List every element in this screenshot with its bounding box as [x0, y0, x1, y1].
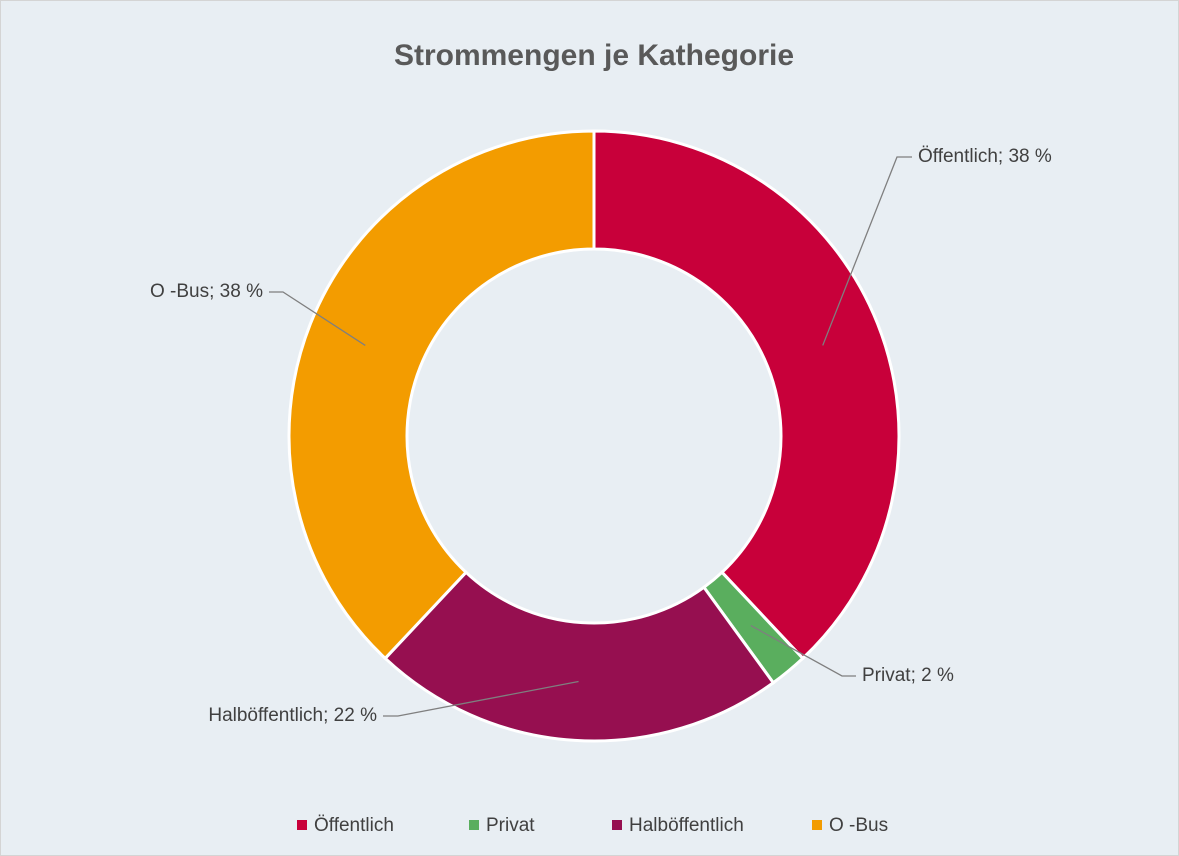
legend-label: Öffentlich: [314, 815, 394, 836]
legend-marker: [469, 820, 479, 830]
leader-line: [383, 680, 579, 717]
data-label: O -Bus; 38 %: [150, 281, 263, 302]
chart-title: Strommengen je Kathegorie: [394, 39, 794, 72]
legend-label: O -Bus: [829, 815, 888, 836]
legend-label: Privat: [486, 815, 535, 836]
leader-line: [750, 624, 856, 677]
legend-marker: [812, 820, 822, 830]
legend-marker: [612, 820, 622, 830]
legend-label: Halböffentlich: [629, 815, 744, 836]
legend-marker: [297, 820, 307, 830]
data-label: Öffentlich; 38 %: [918, 146, 1052, 167]
donut-slice: [287, 129, 596, 661]
leader-line: [822, 156, 912, 346]
data-label: Privat; 2 %: [862, 665, 954, 686]
leader-line: [269, 291, 366, 346]
data-label: Halböffentlich; 22 %: [208, 705, 377, 726]
donut-slice: [592, 129, 901, 661]
donut-slice: [383, 570, 776, 743]
